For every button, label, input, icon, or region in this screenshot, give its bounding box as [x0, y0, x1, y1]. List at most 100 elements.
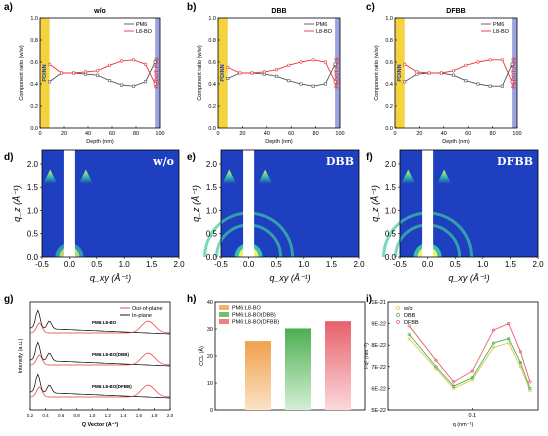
plot-frame [41, 149, 180, 258]
panel-label: c) [366, 2, 375, 13]
panel-label: f) [366, 152, 373, 163]
series-line-w/o [408, 338, 531, 391]
y-tick-label: 5E-22 [371, 408, 386, 414]
band-label: PDINN [42, 64, 48, 81]
out-of-plane-curve [29, 320, 170, 334]
panel-b: PDINN PEDOT:PSS 0 20 40 60 80 100 0.0 0.2 0.4 0.6 0.… [187, 2, 345, 145]
series-line-L8-BO [49, 59, 156, 85]
y-tick-label: 1.0 [206, 206, 218, 215]
band-1 [155, 18, 160, 128]
x-tick-label: 1.0 [119, 260, 131, 269]
y-axis-label: Component ratio (w/w) [19, 45, 25, 100]
y-tick-label: 0.0 [208, 126, 216, 132]
x-tick-label: 80 [313, 131, 319, 137]
x-tick-label: 20 [239, 131, 245, 137]
y-tick-label: 0.5 [385, 230, 397, 239]
y-tick-label: 1.0 [30, 16, 38, 22]
y-tick-label: 1.0 [208, 16, 216, 22]
data-point [452, 386, 456, 391]
legend-entry: PM6:L8-BO(DBB) [232, 313, 276, 319]
x-tick-label: 0.0 [243, 260, 255, 269]
y-tick-label: 2.0 [385, 160, 397, 169]
plot-frame [220, 149, 360, 258]
x-tick-label: 0.5 [271, 260, 283, 269]
data-point [528, 386, 532, 391]
legend-entry: L8-BO [493, 29, 510, 35]
x-tick-label: 1.5 [326, 260, 338, 269]
y-tick-label: 0.4 [30, 82, 38, 88]
data-point [47, 62, 52, 66]
data-point [464, 79, 468, 83]
y-tick-label: 1.5 [206, 183, 218, 192]
y-tick-label: 0.4 [208, 82, 216, 88]
data-point [287, 79, 291, 83]
band-0 [218, 18, 228, 128]
data-point [262, 70, 266, 74]
x-tick-label: 20 [61, 131, 67, 137]
beamstop-wedge [422, 150, 434, 257]
data-point [491, 341, 496, 345]
data-point [510, 62, 514, 66]
y-axis-label: q_z (Å⁻¹) [191, 185, 201, 222]
band-label: PEDOT:PSS [335, 57, 341, 89]
legend-entry: Out-of-plane [132, 306, 163, 312]
plot-frame [399, 149, 539, 258]
in-plane-curve [29, 309, 171, 335]
data-point [434, 365, 438, 369]
y-tick-label: 0.5 [206, 230, 218, 239]
out-of-plane-curve [29, 384, 170, 398]
legend-entry: PM6:L8-BO [232, 306, 261, 312]
data-point [275, 74, 279, 78]
x-tick-label: 0.8 [74, 413, 81, 418]
x-tick-label: 0 [38, 131, 41, 137]
data-point [250, 71, 254, 75]
data-point [500, 58, 504, 62]
y-axis-label: CCL (Å) [198, 346, 205, 366]
band-0 [40, 18, 50, 128]
x-tick-label: 1.8 [151, 413, 158, 418]
data-point [500, 84, 504, 88]
bragg-lobe [437, 169, 452, 184]
data-point [153, 82, 157, 86]
plot-frame [217, 17, 341, 129]
y-tick-label: 7E-22 [371, 365, 386, 371]
y-tick-label: 0.8 [385, 38, 393, 44]
legend-entry: In-plane [132, 313, 152, 319]
data-point [470, 378, 474, 382]
data-point [507, 341, 511, 345]
x-tick-label: 0 [216, 131, 219, 137]
data-point [451, 69, 456, 73]
y-tick-label: 0.8 [30, 38, 38, 44]
x-tick-label: 100 [512, 131, 521, 137]
bragg-lobe [222, 169, 237, 184]
panel-label: e) [187, 152, 196, 163]
legend-marker [396, 313, 400, 317]
y-tick-label: 30 [207, 327, 213, 333]
y-tick-label: 40 [207, 300, 213, 306]
data-point [287, 63, 291, 67]
data-point [48, 80, 52, 84]
x-tick-label: 60 [465, 131, 471, 137]
y-axis-label: Intensity (a.u.) [18, 338, 24, 373]
data-point [491, 328, 496, 332]
x-axis-label: Depth (nm) [86, 139, 114, 145]
map-label: w/o [152, 155, 174, 168]
series-line-DBB [408, 334, 531, 389]
x-tick-label: 1.0 [298, 260, 310, 269]
bar-1 [245, 341, 271, 410]
y-tick-label: 1.0 [385, 206, 397, 215]
x-tick-label: 1.4 [120, 413, 127, 418]
data-point [470, 369, 474, 373]
y-tick-label: 1.5 [27, 183, 39, 192]
x-axis-label: Q Vector (A⁻¹) [82, 421, 119, 428]
x-tick-label: 0.1 [469, 413, 477, 419]
y-tick-label: 0.5 [27, 230, 39, 239]
legend-entry: L8-BO [136, 29, 153, 35]
y-tick-label: 1.5 [385, 183, 397, 192]
y-axis-label: Component ratio (w/w) [374, 45, 380, 100]
x-tick-label: 0.6 [58, 413, 65, 418]
curve-label: PM6:L8-BO [92, 320, 117, 325]
x-tick-label: -0.5 [35, 260, 49, 269]
y-tick-label: 0.6 [385, 60, 393, 66]
x-axis-label: q (nm⁻¹) [453, 422, 474, 428]
